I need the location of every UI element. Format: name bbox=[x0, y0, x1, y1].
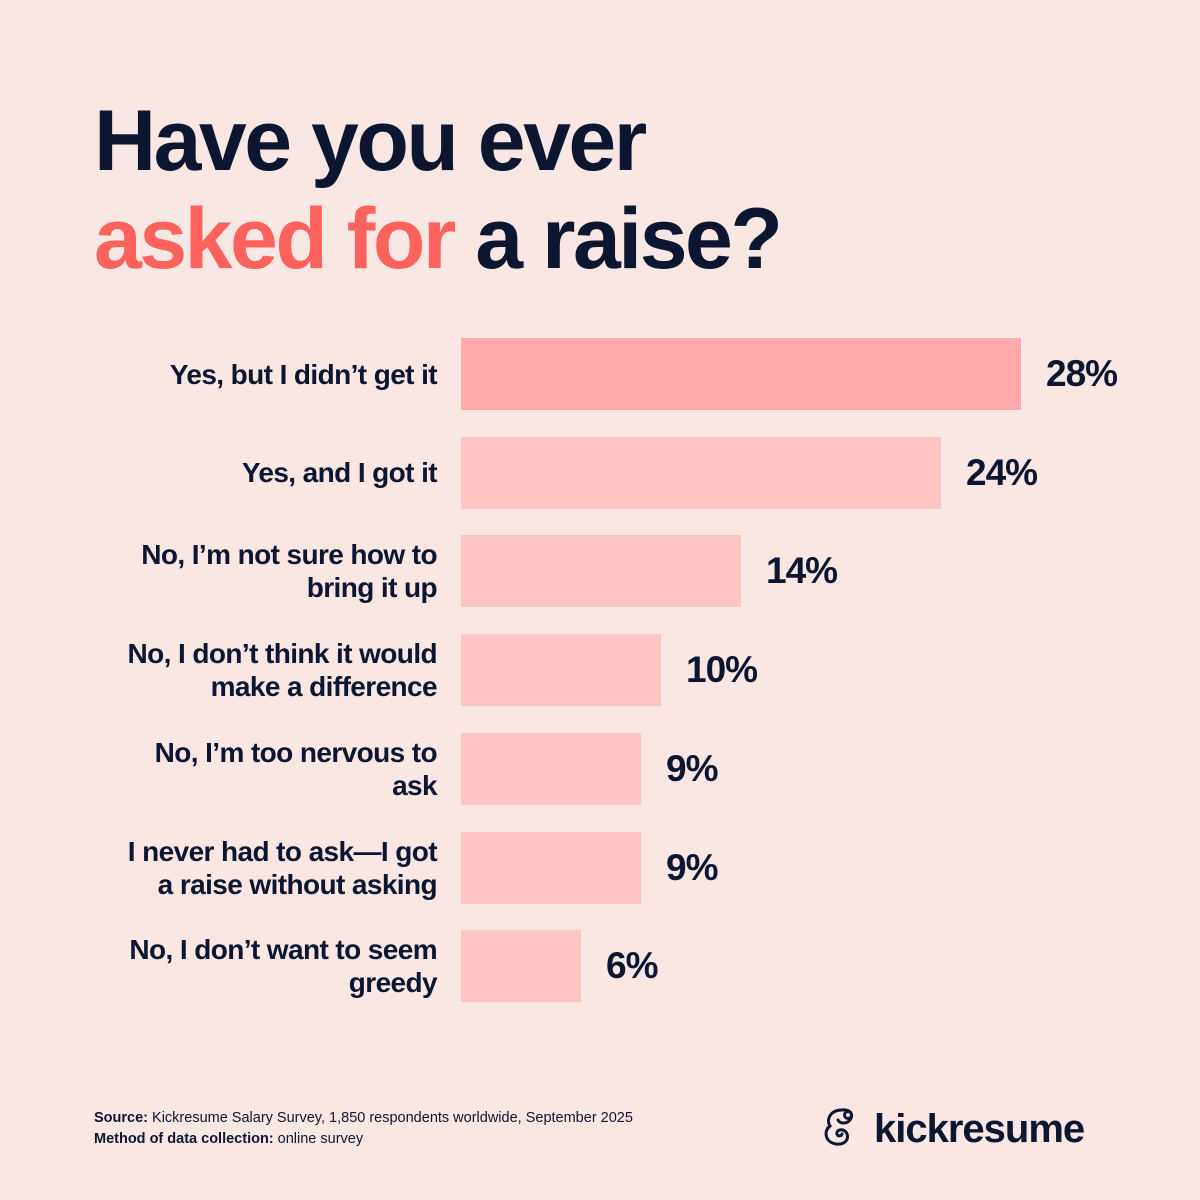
chart-row: No, I’m too nervous to ask 9% bbox=[0, 732, 1200, 805]
value-label: 9% bbox=[666, 747, 718, 789]
chart-row: Yes, and I got it 24% bbox=[0, 436, 1200, 509]
bar bbox=[461, 535, 741, 608]
category-label-line-2: make a difference bbox=[210, 671, 438, 703]
category-label-line-1: Yes, and I got it bbox=[241, 457, 438, 489]
category-label: Yes, but I didn’t get it bbox=[57, 338, 438, 410]
chart-row: Yes, but I didn’t get it 28% bbox=[0, 338, 1200, 410]
chameleon-logo-icon bbox=[820, 1104, 864, 1153]
title-line-2-rest: a raise? bbox=[453, 191, 783, 287]
method-note: Method of data collection: online survey bbox=[94, 1129, 633, 1150]
value-label: 9% bbox=[666, 846, 718, 888]
brand-logo: kickresume bbox=[820, 1104, 1085, 1153]
bar bbox=[461, 831, 641, 904]
bar bbox=[461, 338, 1021, 410]
value-label: 24% bbox=[966, 451, 1038, 493]
category-label: No, I don’t want to seem greedy bbox=[57, 930, 437, 1002]
category-label-line-2: a raise without asking bbox=[157, 868, 438, 900]
category-label-line-2: ask bbox=[392, 769, 438, 801]
method-label: Method of data collection: bbox=[94, 1131, 274, 1147]
title-accent: asked for bbox=[94, 191, 456, 287]
category-label: I never had to ask—I got a raise without … bbox=[57, 832, 438, 904]
bar bbox=[461, 930, 581, 1003]
bar bbox=[461, 436, 941, 509]
category-label-line-1: No, I’m too nervous to bbox=[154, 736, 438, 768]
source-text: Kickresume Salary Survey, 1,850 responde… bbox=[148, 1110, 633, 1126]
category-label-line-2: bring it up bbox=[306, 572, 438, 604]
category-label-line-1: Yes, but I didn’t get it bbox=[169, 358, 438, 390]
category-label-line-1: I never had to ask—I got bbox=[127, 835, 438, 867]
title-line-1: Have you ever bbox=[94, 93, 647, 189]
brand-name: kickresume bbox=[874, 1106, 1085, 1151]
category-label: No, I don’t think it would make a differe… bbox=[57, 634, 438, 706]
method-text: online survey bbox=[273, 1131, 364, 1147]
bar bbox=[461, 634, 661, 707]
footer-notes: Source: Kickresume Salary Survey, 1,850 … bbox=[94, 1108, 633, 1150]
chart-row: I never had to ask—I got a raise without … bbox=[0, 831, 1200, 904]
category-label-line-1: No, I don’t think it would bbox=[127, 638, 438, 670]
category-label-line-1: No, I’m not sure how to bbox=[141, 539, 437, 571]
source-label: Source: bbox=[94, 1110, 148, 1126]
source-note: Source: Kickresume Salary Survey, 1,850 … bbox=[94, 1108, 633, 1129]
value-label: 10% bbox=[686, 649, 758, 691]
bar bbox=[461, 732, 641, 805]
category-label-line-2: greedy bbox=[348, 967, 438, 999]
value-label: 28% bbox=[1046, 353, 1118, 394]
value-label: 14% bbox=[766, 550, 838, 592]
page-title: Have you ever asked for a raise? bbox=[94, 92, 783, 288]
chart-row: No, I’m not sure how to bring it up 14% bbox=[0, 535, 1200, 608]
category-label-line-1: No, I don’t want to seem bbox=[129, 934, 437, 966]
chart-row: No, I don’t think it would make a differe… bbox=[0, 634, 1200, 707]
category-label: No, I’m too nervous to ask bbox=[57, 733, 438, 805]
value-label: 6% bbox=[606, 945, 658, 987]
category-label: Yes, and I got it bbox=[57, 437, 438, 509]
category-label: No, I’m not sure how to bring it up bbox=[57, 535, 437, 607]
chart-row: No, I don’t want to seem greedy 6% bbox=[0, 930, 1200, 1003]
